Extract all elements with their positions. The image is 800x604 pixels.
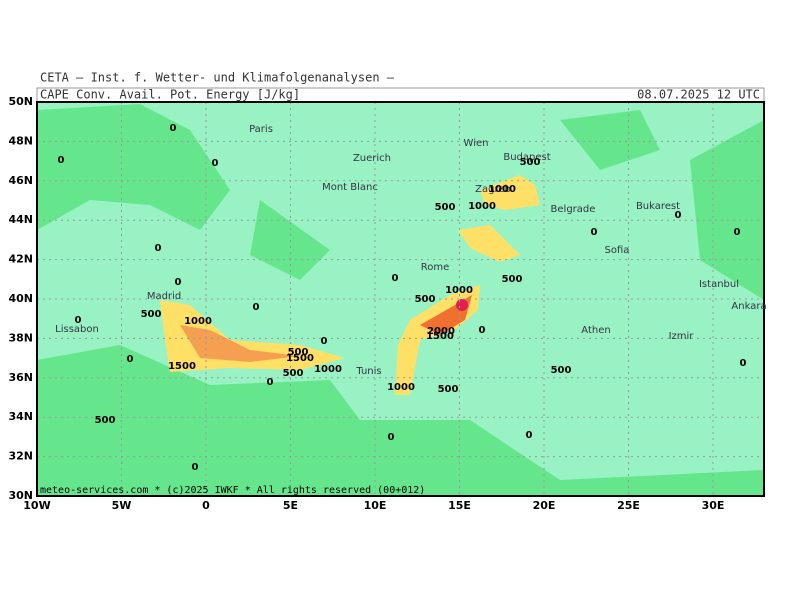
contour-label: 500 [283, 368, 304, 379]
lat-label: 42N [8, 253, 33, 266]
city-label: Istanbul [699, 279, 739, 290]
contour-label: 1500 [426, 331, 454, 342]
city-label: Madrid [147, 291, 181, 302]
contour-label: 500 [520, 157, 541, 168]
contour-label: 1000 [184, 316, 212, 327]
contour-label: 0 [591, 227, 598, 238]
contour-label: 0 [675, 210, 682, 221]
contour-label: 0 [58, 155, 65, 166]
contour-label: 1000 [314, 364, 342, 375]
contour-label: 500 [438, 384, 459, 395]
city-label: Izmir [669, 331, 695, 342]
lon-label: 25E [617, 499, 640, 512]
lon-label: 10W [23, 499, 50, 512]
contour-label: 0 [388, 432, 395, 443]
city-label: Athen [581, 325, 610, 336]
city-label: Tunis [355, 366, 381, 377]
city-label: Budapest [503, 152, 550, 163]
contour-label: 0 [734, 227, 741, 238]
contour-label: 500 [95, 415, 116, 426]
contour-label: 0 [175, 277, 182, 288]
contour-label: 1500 [168, 361, 196, 372]
contour-label: 0 [170, 123, 177, 134]
grid [37, 102, 764, 496]
lat-label: 32N [8, 450, 33, 463]
land-low-cape [37, 104, 230, 230]
contour-label: 0 [321, 336, 328, 347]
cape-max [456, 299, 468, 311]
lat-label: 30N [8, 489, 33, 502]
cape-area [480, 175, 540, 210]
contour-label: 0 [192, 462, 199, 473]
parameter: CAPE_Conv._Avail._Pot._Energy [J/kg] [40, 88, 300, 102]
cape-area [458, 225, 520, 262]
lon-label: 0 [202, 499, 210, 512]
city-label: Wien [464, 138, 489, 149]
land-low-cape [690, 120, 764, 300]
map-area [37, 102, 764, 496]
lat-label: 46N [8, 174, 33, 187]
contour-label: 500 [435, 202, 456, 213]
valid-time: 08.07.2025 12 UTC [637, 88, 760, 102]
city-label: Zuerich [353, 153, 391, 164]
contour-label: 0 [267, 377, 274, 388]
city-label: Sofia [605, 245, 630, 256]
city-label: Lissabon [55, 324, 99, 335]
lon-label: 15E [448, 499, 471, 512]
contour-label: 0 [526, 430, 533, 441]
contour-label: 1000 [488, 184, 516, 195]
contour-label: 1000 [445, 285, 473, 296]
lon-label: 10E [364, 499, 387, 512]
lat-label: 50N [8, 95, 33, 108]
map-frame [36, 101, 765, 497]
lon-label: 5W [112, 499, 132, 512]
lat-label: 34N [8, 410, 33, 423]
city-label: Zagreb [475, 184, 511, 195]
footer: meteo-services.com * (c)2025 IWKF * All … [40, 485, 425, 496]
land-low-cape [37, 345, 764, 496]
contour-label: 1500 [286, 353, 314, 364]
contour-label: 500 [141, 309, 162, 320]
cape-area [180, 325, 300, 362]
lon-label: 20E [533, 499, 556, 512]
contour-label: 0 [212, 158, 219, 169]
lat-label: 36N [8, 371, 33, 384]
lon-label: 5E [283, 499, 298, 512]
city-label: Bukarest [636, 201, 680, 212]
contour-label: 0 [75, 315, 82, 326]
contour-label: 500 [502, 274, 523, 285]
contour-label: 0 [155, 243, 162, 254]
lat-label: 48N [8, 134, 33, 147]
city-label: Paris [249, 124, 273, 135]
contour-label: 0 [479, 325, 486, 336]
contour-label: 2000 [427, 326, 455, 337]
contour-label: 0 [253, 302, 260, 313]
contour-label: 500 [288, 347, 309, 358]
contour-label: 0 [392, 273, 399, 284]
city-label: Belgrade [551, 204, 596, 215]
land-low-cape [560, 110, 660, 170]
lat-label: 44N [8, 213, 33, 226]
contour-label: 500 [551, 365, 572, 376]
contour-label: 500 [415, 294, 436, 305]
lat-label: 40N [8, 292, 33, 305]
contour-label: 1000 [387, 382, 415, 393]
city-label: Ankara [731, 301, 766, 312]
institute: CETA — Inst. f. Wetter- und Klimafolgena… [40, 71, 395, 85]
contour-label: 1000 [468, 201, 496, 212]
contour-label: 0 [740, 358, 747, 369]
contour-label: 0 [127, 354, 134, 365]
city-label: Mont Blanc [322, 182, 378, 193]
lon-label: 30E [702, 499, 725, 512]
city-label: Rome [421, 262, 450, 273]
lat-label: 38N [8, 331, 33, 344]
